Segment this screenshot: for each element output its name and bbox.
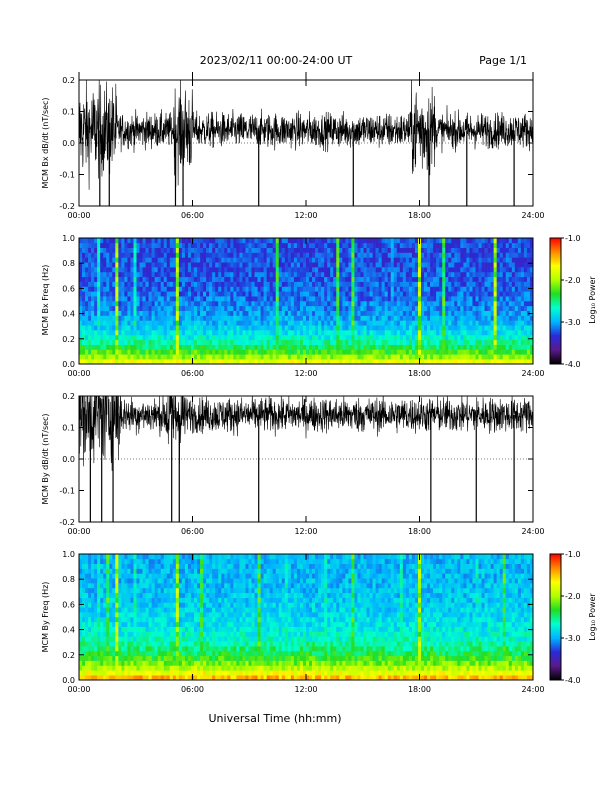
- y-tick-label: 0.1: [62, 108, 75, 117]
- panel-bx-line: MCM Bx dB/dt (nT/sec) 0.20.10.0-0.1-0.20…: [41, 76, 545, 220]
- ylabel-by-line: MCM By dB/dt (nT/sec): [41, 413, 50, 504]
- y-tick-label: 0.2: [62, 76, 75, 85]
- y-tick-label: 0.8: [62, 259, 75, 268]
- ylabel-by-spec: MCM By Freq (Hz): [41, 582, 50, 653]
- y-tick-label: 1.0: [62, 550, 75, 559]
- x-tick-label: 00:00: [67, 527, 90, 536]
- panel-bx-spectrogram: MCM Bx Freq (Hz) 1.0 0.8 0.6 0.4 0.2 0.000:00…: [41, 234, 545, 378]
- y-tick-label: -0.1: [59, 171, 75, 180]
- x-tick-label: 12:00: [294, 369, 317, 378]
- y-tick-label: 0.0: [62, 139, 75, 148]
- y-tick-label: 1.0: [62, 234, 75, 243]
- y-tick-label: 0.2: [62, 392, 75, 401]
- y-tick-label: 0.0: [62, 360, 75, 369]
- x-tick-label: 00:00: [67, 211, 90, 220]
- x-tick-label: 00:00: [67, 369, 90, 378]
- y-tick-label: -0.2: [59, 202, 75, 211]
- colorbar-bx-label: Log₁₀ Power: [588, 276, 597, 324]
- colorbar-tick-label: -2.0: [565, 592, 581, 601]
- x-tick-label: 18:00: [408, 211, 431, 220]
- ylabel-bx-spec: MCM Bx Freq (Hz): [41, 265, 50, 336]
- spectrogram-cells: [79, 554, 534, 681]
- colorbar-tick-label: -2.0: [565, 276, 581, 285]
- x-tick-label: 06:00: [181, 527, 204, 536]
- colorbar-gradient: [549, 553, 562, 681]
- x-tick-label: 18:00: [408, 369, 431, 378]
- colorbar-by-label: Log₁₀ Power: [588, 593, 597, 641]
- series-line: [79, 396, 533, 471]
- x-axis-title: Universal Time (hh:mm): [209, 712, 342, 725]
- colorbar-by: Log₁₀ Power -1.0 -2.0 -3.0 -4.0: [549, 550, 597, 685]
- plot-frame: [78, 79, 534, 207]
- y-tick-label: 0.8: [62, 575, 75, 584]
- x-tick-label: 06:00: [181, 369, 204, 378]
- series-line: [79, 80, 533, 190]
- x-tick-label: 24:00: [521, 527, 544, 536]
- y-tick-label: 0.2: [62, 651, 75, 660]
- colorbar-tick-label: -3.0: [565, 318, 581, 327]
- x-tick-label: 18:00: [408, 527, 431, 536]
- x-tick-label: 06:00: [181, 211, 204, 220]
- x-tick-label: 18:00: [408, 685, 431, 694]
- spectrogram-cells: [79, 238, 534, 365]
- x-tick-label: 00:00: [67, 685, 90, 694]
- y-tick-label: 0.6: [62, 284, 75, 293]
- y-tick-label: -0.1: [59, 487, 75, 496]
- colorbar-tick-label: -4.0: [565, 676, 581, 685]
- x-tick-label: 24:00: [521, 211, 544, 220]
- colorbar-tick-label: -1.0: [565, 550, 581, 559]
- y-tick-label: 0.1: [62, 424, 75, 433]
- colorbar-tick-label: -1.0: [565, 234, 581, 243]
- y-tick-label: 0.2: [62, 335, 75, 344]
- x-tick-label: 06:00: [181, 685, 204, 694]
- header-date: 2023/02/11 00:00-24:00 UT: [200, 54, 353, 67]
- colorbar-gradient: [549, 237, 562, 365]
- colorbar-bx: Log₁₀ Power -1.0 -2.0 -3.0 -4.0: [549, 234, 597, 369]
- x-tick-label: 12:00: [294, 685, 317, 694]
- y-tick-label: 0.4: [62, 626, 75, 635]
- y-tick-label: 0.0: [62, 676, 75, 685]
- colorbar-tick-label: -4.0: [565, 360, 581, 369]
- colorbar-tick-label: -3.0: [565, 634, 581, 643]
- header-page: Page 1/1: [479, 54, 527, 67]
- y-tick-label: 0.0: [62, 455, 75, 464]
- y-tick-label: -0.2: [59, 518, 75, 527]
- x-tick-label: 12:00: [294, 527, 317, 536]
- panel-by-line: MCM By dB/dt (nT/sec) 0.20.10.0-0.1-0.20…: [41, 392, 545, 536]
- y-tick-label: 0.6: [62, 600, 75, 609]
- x-tick-label: 24:00: [521, 369, 544, 378]
- x-tick-label: 24:00: [521, 685, 544, 694]
- panel-by-spectrogram: MCM By Freq (Hz) 1.0 0.8 0.6 0.4 0.2 0.000:00…: [41, 550, 545, 694]
- ylabel-bx-line: MCM Bx dB/dt (nT/sec): [41, 97, 50, 188]
- x-tick-label: 12:00: [294, 211, 317, 220]
- y-tick-label: 0.4: [62, 310, 75, 319]
